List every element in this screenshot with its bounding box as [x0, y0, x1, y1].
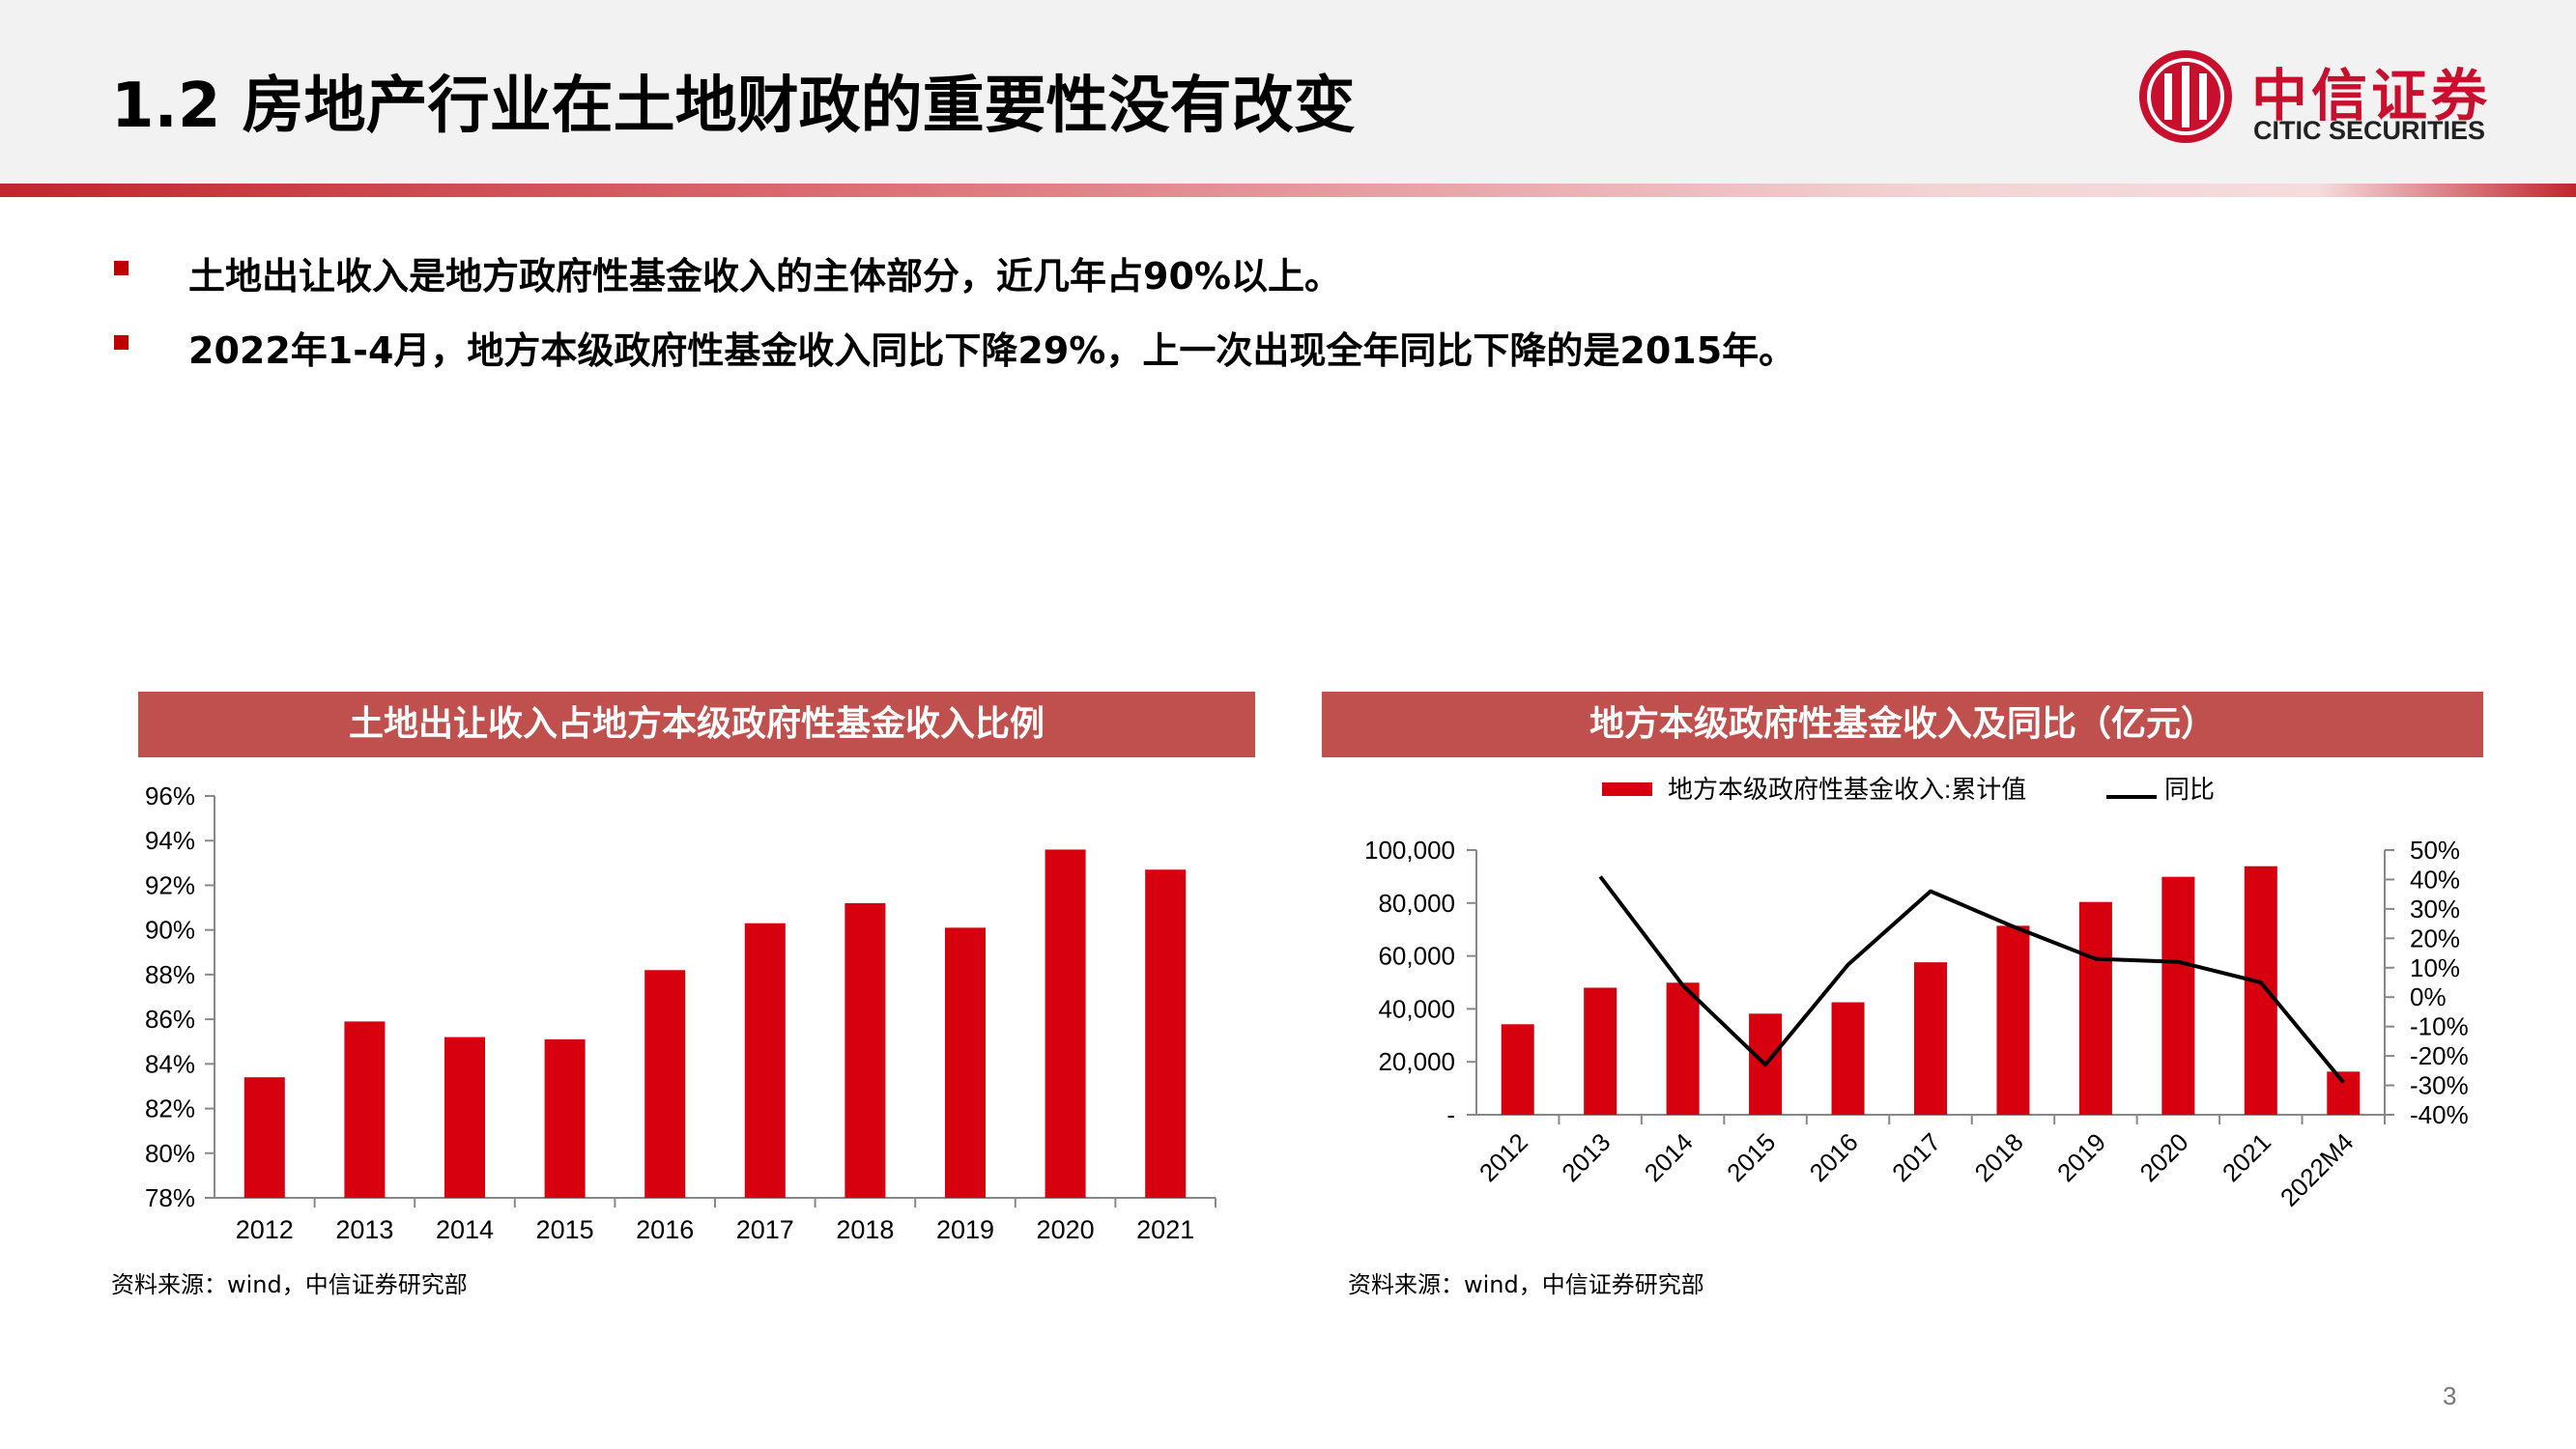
bar: [1045, 849, 1086, 1198]
y-tick-label: 96%: [145, 781, 195, 810]
bar: [2327, 1071, 2361, 1115]
yoy-line: [1598, 875, 2345, 1084]
page-title: 1.2 房地产行业在土地财政的重要性没有改变: [111, 71, 1356, 142]
bar: [1996, 925, 2030, 1115]
left-y-tick-label: 40,000: [1378, 994, 1455, 1023]
x-tick-label: 2012: [236, 1215, 294, 1244]
bar: [344, 1021, 386, 1198]
x-tick-label: 2018: [1969, 1127, 2029, 1187]
left-chart-heading: 土地出让收入占地方本级政府性基金收入比例: [138, 692, 1255, 757]
bar: [2078, 901, 2112, 1115]
x-tick-label: 2014: [1639, 1127, 1699, 1187]
left-y-tick-label: 100,000: [1364, 836, 1455, 865]
x-tick-label: 2020: [1037, 1215, 1095, 1244]
left-y-tick-label: 60,000: [1378, 942, 1455, 971]
x-tick-label: 2015: [536, 1215, 594, 1244]
logo-english-text: CITIC SECURITIES: [2253, 116, 2486, 145]
right-y-tick-label: -30%: [2410, 1071, 2469, 1100]
x-tick-label: 2022M4: [2275, 1127, 2360, 1212]
x-tick-label: 2016: [1804, 1127, 1864, 1187]
right-y-tick-label: 30%: [2410, 895, 2460, 923]
right-y-tick-label: 50%: [2410, 836, 2460, 865]
legend-bar-swatch: [1602, 782, 1652, 796]
bar: [2161, 876, 2195, 1115]
right-y-tick-label: -20%: [2410, 1041, 2469, 1070]
x-tick-label: 2013: [1556, 1127, 1616, 1187]
right-y-tick-label: -10%: [2410, 1012, 2469, 1041]
page-number: 3: [2443, 1381, 2457, 1410]
x-tick-label: 2015: [1721, 1127, 1781, 1187]
right-y-tick-label: 10%: [2410, 953, 2460, 982]
x-tick-label: 2021: [1136, 1215, 1194, 1244]
right-source-note: 资料来源：wind，中信证券研究部: [1348, 1271, 1704, 1298]
y-tick-label: 90%: [145, 916, 195, 945]
bar: [744, 923, 786, 1198]
bullet-text: 土地出让收入是地方政府性基金收入的主体部分，近几年占90%以上。: [188, 255, 1341, 298]
x-tick-label: 2016: [636, 1215, 694, 1244]
fund-revenue-chart: 地方本级政府性基金收入:累计值 同比 - 20,000 40,000 60,000 80,0…: [1364, 775, 2469, 1212]
left-y-tick-label: 20,000: [1378, 1047, 1455, 1076]
logo-chinese-text: 中信证券: [2251, 63, 2492, 128]
left-y-tick-label: 80,000: [1378, 889, 1455, 918]
x-tick-label: 2019: [2051, 1127, 2111, 1187]
bar: [644, 970, 686, 1198]
x-tick-label: 2018: [836, 1215, 894, 1244]
citic-logo-icon: [2139, 50, 2232, 143]
y-tick-label: 78%: [145, 1183, 195, 1212]
bar: [2244, 866, 2277, 1115]
right-chart-heading: 地方本级政府性基金收入及同比（亿元）: [1322, 692, 2483, 757]
bar: [1831, 1002, 1865, 1115]
y-tick-label: 88%: [145, 960, 195, 989]
y-tick-label: 80%: [145, 1139, 195, 1168]
legend-line-label: 同比: [2164, 775, 2215, 804]
right-y-tick-label: 0%: [2410, 982, 2447, 1011]
bullet-marker-icon: [114, 261, 129, 275]
bar: [1666, 982, 1700, 1115]
x-tick-label: 2021: [2217, 1127, 2276, 1187]
bar: [1914, 962, 1947, 1115]
citic-logo: 中信证券 CITIC SECURITIES: [2135, 46, 2503, 153]
y-tick-label: 84%: [145, 1049, 195, 1078]
bar: [444, 1037, 485, 1198]
legend-bar-label: 地方本级政府性基金收入:累计值: [1668, 775, 2026, 804]
y-tick-label: 94%: [145, 826, 195, 855]
land-revenue-ratio-chart: 78% 80% 82% 84% 86% 88% 90% 92% 94% 96% 2012 2013 20…: [145, 781, 1216, 1244]
bar: [844, 902, 886, 1198]
right-y-tick-label: -40%: [2410, 1100, 2469, 1129]
bullet-marker-icon: [114, 335, 129, 350]
x-tick-label: 2013: [335, 1215, 393, 1244]
header-divider: [0, 184, 2576, 197]
bar: [243, 1077, 285, 1198]
x-tick-label: 2017: [1886, 1127, 1946, 1187]
bullet-text: 2022年1-4月，地方本级政府性基金收入同比下降29%，上一次出现全年同比下降…: [188, 329, 1796, 372]
bar: [1584, 987, 1617, 1115]
bar: [1501, 1024, 1534, 1115]
right-y-tick-label: 20%: [2410, 923, 2460, 952]
bar: [945, 927, 986, 1198]
bar: [1145, 869, 1187, 1198]
y-tick-label: 86%: [145, 1005, 195, 1034]
x-tick-label: 2014: [436, 1215, 494, 1244]
x-tick-label: 2019: [936, 1215, 994, 1244]
y-tick-label: 92%: [145, 870, 195, 899]
x-tick-label: 2012: [1474, 1127, 1533, 1187]
left-source-note: 资料来源：wind，中信证券研究部: [111, 1271, 468, 1298]
x-tick-label: 2020: [2133, 1127, 2193, 1187]
left-y-tick-label: -: [1446, 1100, 1455, 1129]
bar: [544, 1038, 586, 1198]
right-y-tick-label: 40%: [2410, 865, 2460, 894]
x-tick-label: 2017: [736, 1215, 794, 1244]
y-tick-label: 82%: [145, 1094, 195, 1123]
